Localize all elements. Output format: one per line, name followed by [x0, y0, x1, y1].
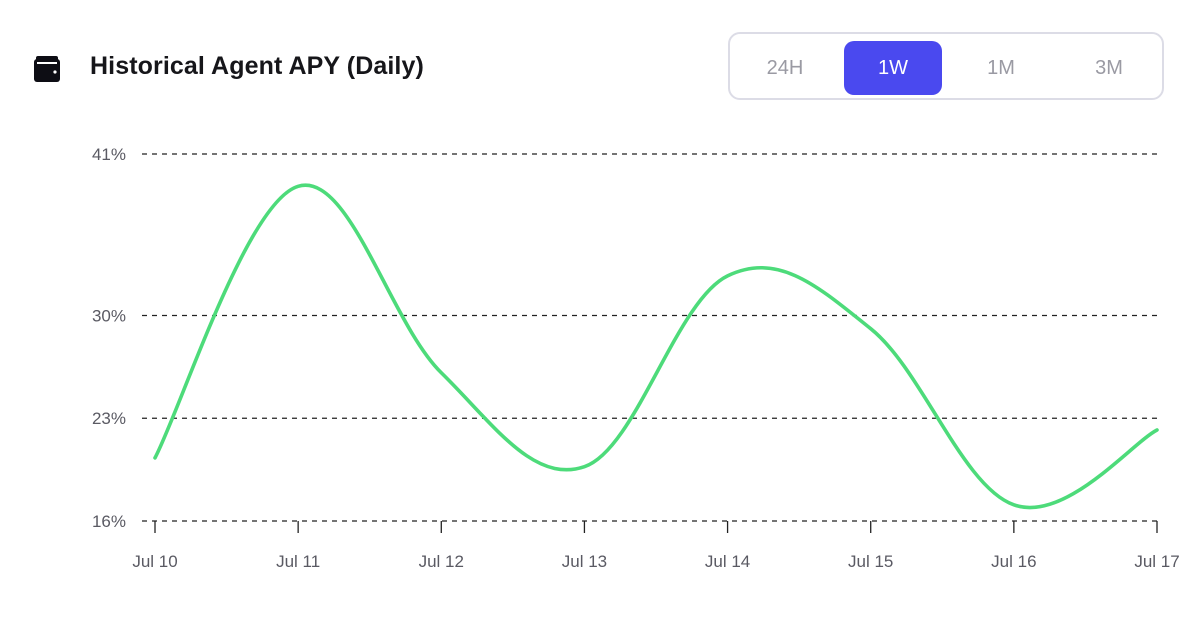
y-tick-label: 23% [92, 409, 126, 428]
range-button-1m[interactable]: 1M [952, 41, 1050, 95]
x-tick-label: Jul 15 [848, 552, 893, 571]
wallet-icon [34, 56, 60, 82]
chart-title: Historical Agent APY (Daily) [90, 52, 424, 80]
x-tick-label: Jul 17 [1134, 552, 1179, 571]
x-tick-label: Jul 14 [705, 552, 750, 571]
x-tick-label: Jul 12 [419, 552, 464, 571]
x-tick-label: Jul 13 [562, 552, 607, 571]
y-tick-label: 16% [92, 512, 126, 531]
range-button-24h[interactable]: 24H [736, 41, 834, 95]
y-tick-label: 30% [92, 306, 126, 325]
x-tick-label: Jul 16 [991, 552, 1036, 571]
apy-series-line [153, 183, 1159, 510]
x-tick-label: Jul 11 [276, 552, 320, 571]
time-range-selector: 24H 1W 1M 3M [728, 32, 1164, 100]
x-tick-label: Jul 10 [132, 552, 177, 571]
range-button-1w[interactable]: 1W [844, 41, 942, 95]
range-button-3m[interactable]: 3M [1060, 41, 1158, 95]
chart-header: Historical Agent APY (Daily) 24H 1W 1M 3… [0, 0, 1202, 110]
y-tick-label: 41% [92, 145, 126, 164]
